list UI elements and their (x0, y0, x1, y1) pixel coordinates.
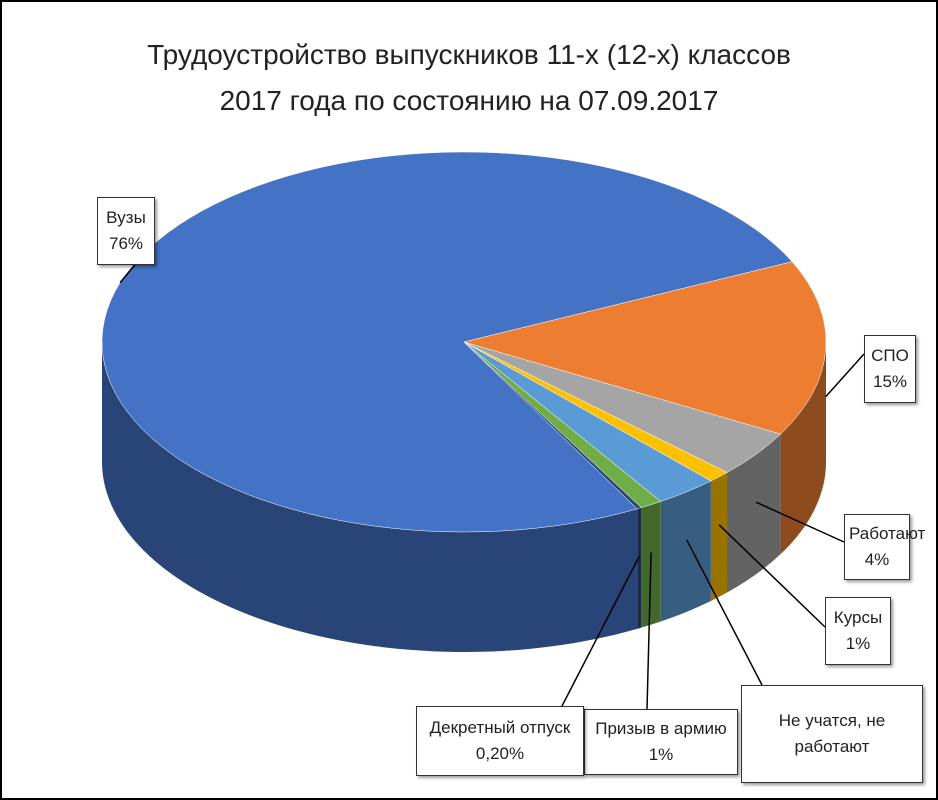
leader-line (561, 555, 640, 707)
leader-line (718, 524, 826, 628)
category-label: Призыв в армию (595, 719, 727, 738)
leader-line (686, 539, 763, 686)
slice-side (660, 480, 711, 622)
slice-side (727, 434, 781, 593)
data-label: Работают 4% (844, 514, 926, 580)
leader-line (646, 552, 652, 710)
category-label: Работают (849, 524, 926, 543)
data-label: Не учатся, не работают (741, 685, 923, 783)
category-label: СПО (871, 346, 909, 365)
category-label: Не учатся, не работают (778, 711, 886, 756)
slice (463, 341, 642, 510)
value-label: 4% (864, 550, 890, 569)
category-label: Курсы (833, 608, 883, 627)
data-label: Курсы 1% (825, 597, 891, 665)
data-label: Декретный отпуск 0,20% (416, 706, 584, 776)
leader-line (755, 501, 845, 543)
slice-side (710, 472, 728, 601)
value-label: 1% (648, 745, 674, 764)
slice-side (102, 342, 638, 653)
leader-line (825, 353, 865, 398)
data-label: Вузы 76% (97, 197, 155, 265)
slice-side (637, 507, 642, 629)
slice (463, 261, 827, 435)
value-label: 1% (845, 634, 871, 653)
chart-title: Трудоустройство выпускников 11-х (12-х) … (147, 39, 791, 116)
value-label: 76% (108, 234, 144, 253)
value-label: 0,20% (475, 744, 525, 763)
category-label: Вузы (106, 208, 146, 227)
slice-side (780, 342, 826, 555)
slice (101, 151, 793, 533)
category-label: Декретный отпуск (429, 718, 571, 737)
data-label: Призыв в армию 1% (584, 709, 738, 775)
leader-lines (119, 241, 865, 710)
data-label: СПО 15% (864, 335, 916, 403)
value-label: 15% (872, 372, 908, 391)
